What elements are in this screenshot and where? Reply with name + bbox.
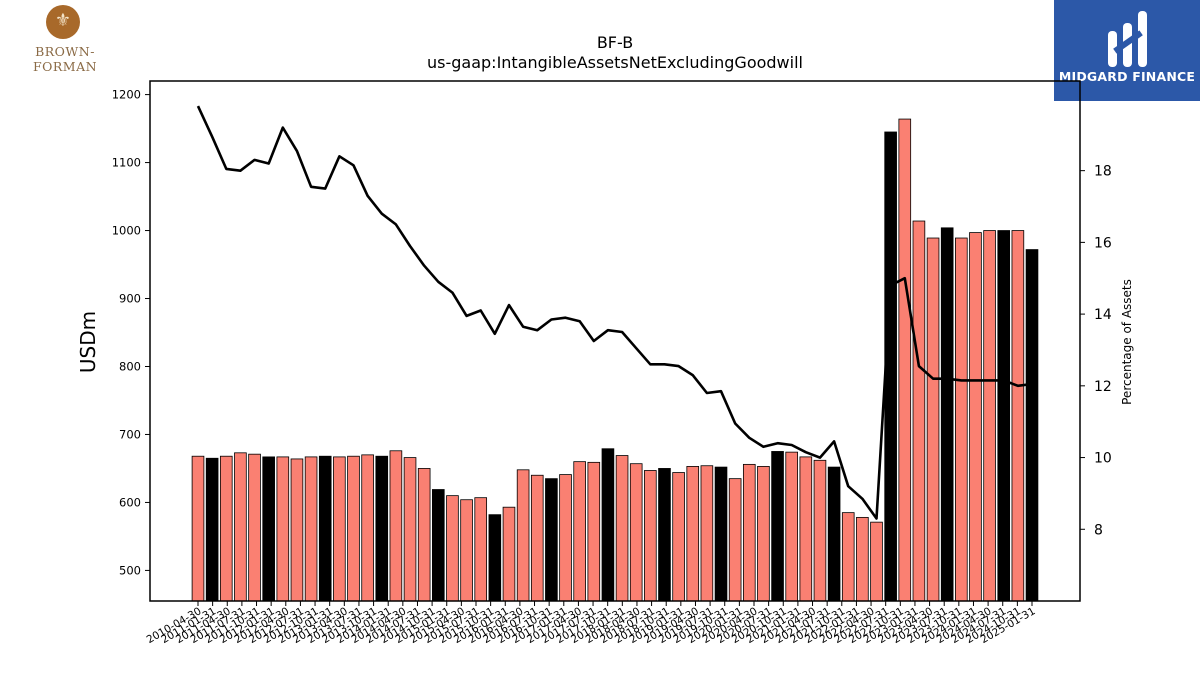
bar-2021-07-31 [827, 466, 841, 602]
y2-tick-label-10: 10 [1094, 451, 1112, 467]
midgard-finance-wordmark: MIDGARD FINANCE [1058, 69, 1196, 84]
y-tick-label-700: 700 [119, 427, 141, 441]
chart-title: BF-B [596, 33, 634, 52]
midgard-mark-icon [1108, 11, 1147, 67]
bar-2018-10-31 [672, 472, 685, 602]
bar-2012-04-30 [304, 456, 318, 602]
bar-2016-10-31 [559, 474, 572, 602]
brand-seal-icon: ⚜ [46, 5, 80, 39]
bar-2015-10-31 [502, 506, 516, 602]
y-tick-label-1000: 1000 [112, 224, 141, 238]
bar-2019-01-31 [686, 466, 700, 602]
bar-2011-07-31 [262, 456, 275, 602]
bar-2018-04-30 [644, 470, 657, 602]
y2-tick-label-14: 14 [1094, 307, 1112, 323]
bar-2020-07-31 [771, 451, 784, 602]
bar-2020-10-31 [785, 451, 798, 602]
bar-2013-04-30 [361, 454, 374, 602]
bar-2022-01-31 [856, 516, 869, 602]
bar-2024-01-31 [969, 232, 982, 602]
bar-2021-04-30 [813, 459, 827, 602]
bar-2017-04-30 [587, 461, 601, 602]
bar-2017-10-31 [615, 455, 629, 602]
y-tick-label-800: 800 [119, 359, 141, 373]
bar-2023-04-30 [926, 237, 940, 602]
bar-2011-10-31 [276, 456, 290, 602]
y2-tick-label-12: 12 [1094, 379, 1112, 395]
bar-2016-01-31 [516, 469, 530, 602]
bar-2019-04-30 [700, 465, 714, 602]
bar-2019-07-31 [714, 466, 728, 602]
bar-2024-04-30 [983, 230, 996, 602]
bar-2017-01-31 [573, 461, 586, 602]
bars-layer [191, 118, 1039, 602]
bar-2012-01-31 [290, 458, 304, 602]
bar-2014-04-30 [417, 468, 431, 602]
bar-2016-07-31 [545, 478, 558, 602]
y-tick-label-600: 600 [119, 495, 141, 509]
bar-2012-10-31 [333, 456, 346, 602]
bar-2022-10-31 [898, 118, 912, 602]
bar-2016-04-30 [530, 474, 544, 602]
bar-2013-01-31 [347, 455, 360, 602]
bar-2023-10-31 [955, 237, 968, 602]
y2-axis-label: Percentage of Assets [1120, 279, 1134, 405]
bar-2020-01-31 [742, 463, 756, 602]
bar-2014-10-31 [446, 495, 459, 602]
brown-forman-wordmark: BROWN-FORMAN [32, 44, 98, 74]
bar-2023-01-31 [912, 220, 926, 602]
bar-2013-10-31 [389, 450, 403, 602]
axes-layer: 5006007008009001000110012008101214161820… [112, 80, 1112, 646]
bar-2013-07-31 [375, 455, 389, 602]
bar-2024-07-31 [997, 230, 1011, 602]
bar-2022-04-30 [870, 521, 883, 602]
bar-2019-10-31 [728, 478, 742, 602]
bar-2011-01-31 [234, 452, 247, 602]
y2-tick-label-18: 18 [1094, 164, 1112, 180]
bar-2025-01-31 [1025, 249, 1039, 602]
brown-forman-logo: ⚜ BROWN-FORMAN [0, 0, 130, 74]
bar-2018-07-31 [658, 468, 671, 602]
y-tick-label-900: 900 [119, 292, 141, 306]
bar-2018-01-31 [629, 463, 643, 602]
bar-2015-01-31 [460, 499, 473, 602]
bar-2014-07-31 [432, 489, 445, 602]
bar-2012-07-31 [318, 455, 332, 602]
bar-2017-07-31 [601, 448, 615, 602]
y2-tick-label-8: 8 [1094, 522, 1103, 538]
y-tick-label-500: 500 [119, 563, 141, 577]
midgard-finance-logo: MIDGARD FINANCE [1054, 0, 1200, 101]
chart-subtitle: us-gaap:IntangibleAssetsNetExcludingGood… [427, 53, 803, 72]
bar-2014-01-31 [403, 457, 417, 602]
y-tick-label-1100: 1100 [112, 156, 141, 170]
percentage-line [196, 105, 1033, 520]
bar-2015-07-31 [488, 514, 502, 602]
bar-2021-01-31 [799, 456, 813, 602]
bar-2021-10-31 [841, 512, 855, 602]
y2-tick-label-16: 16 [1094, 235, 1112, 251]
bar-2011-04-30 [248, 453, 261, 602]
plot-frame [149, 80, 1081, 602]
y-tick-label-1200: 1200 [112, 88, 141, 102]
bar-2010-07-31 [205, 457, 219, 602]
y-axis-label: USDm [76, 311, 100, 373]
bar-2015-04-30 [474, 497, 488, 602]
line-layer [196, 105, 1033, 520]
seal-glyph: ⚜ [54, 10, 72, 31]
bar-2010-04-30 [191, 455, 205, 602]
bar-2023-07-31 [940, 227, 954, 602]
bar-2010-10-31 [219, 455, 233, 602]
bar-2020-04-30 [757, 466, 770, 602]
bar-2024-10-31 [1011, 230, 1025, 602]
